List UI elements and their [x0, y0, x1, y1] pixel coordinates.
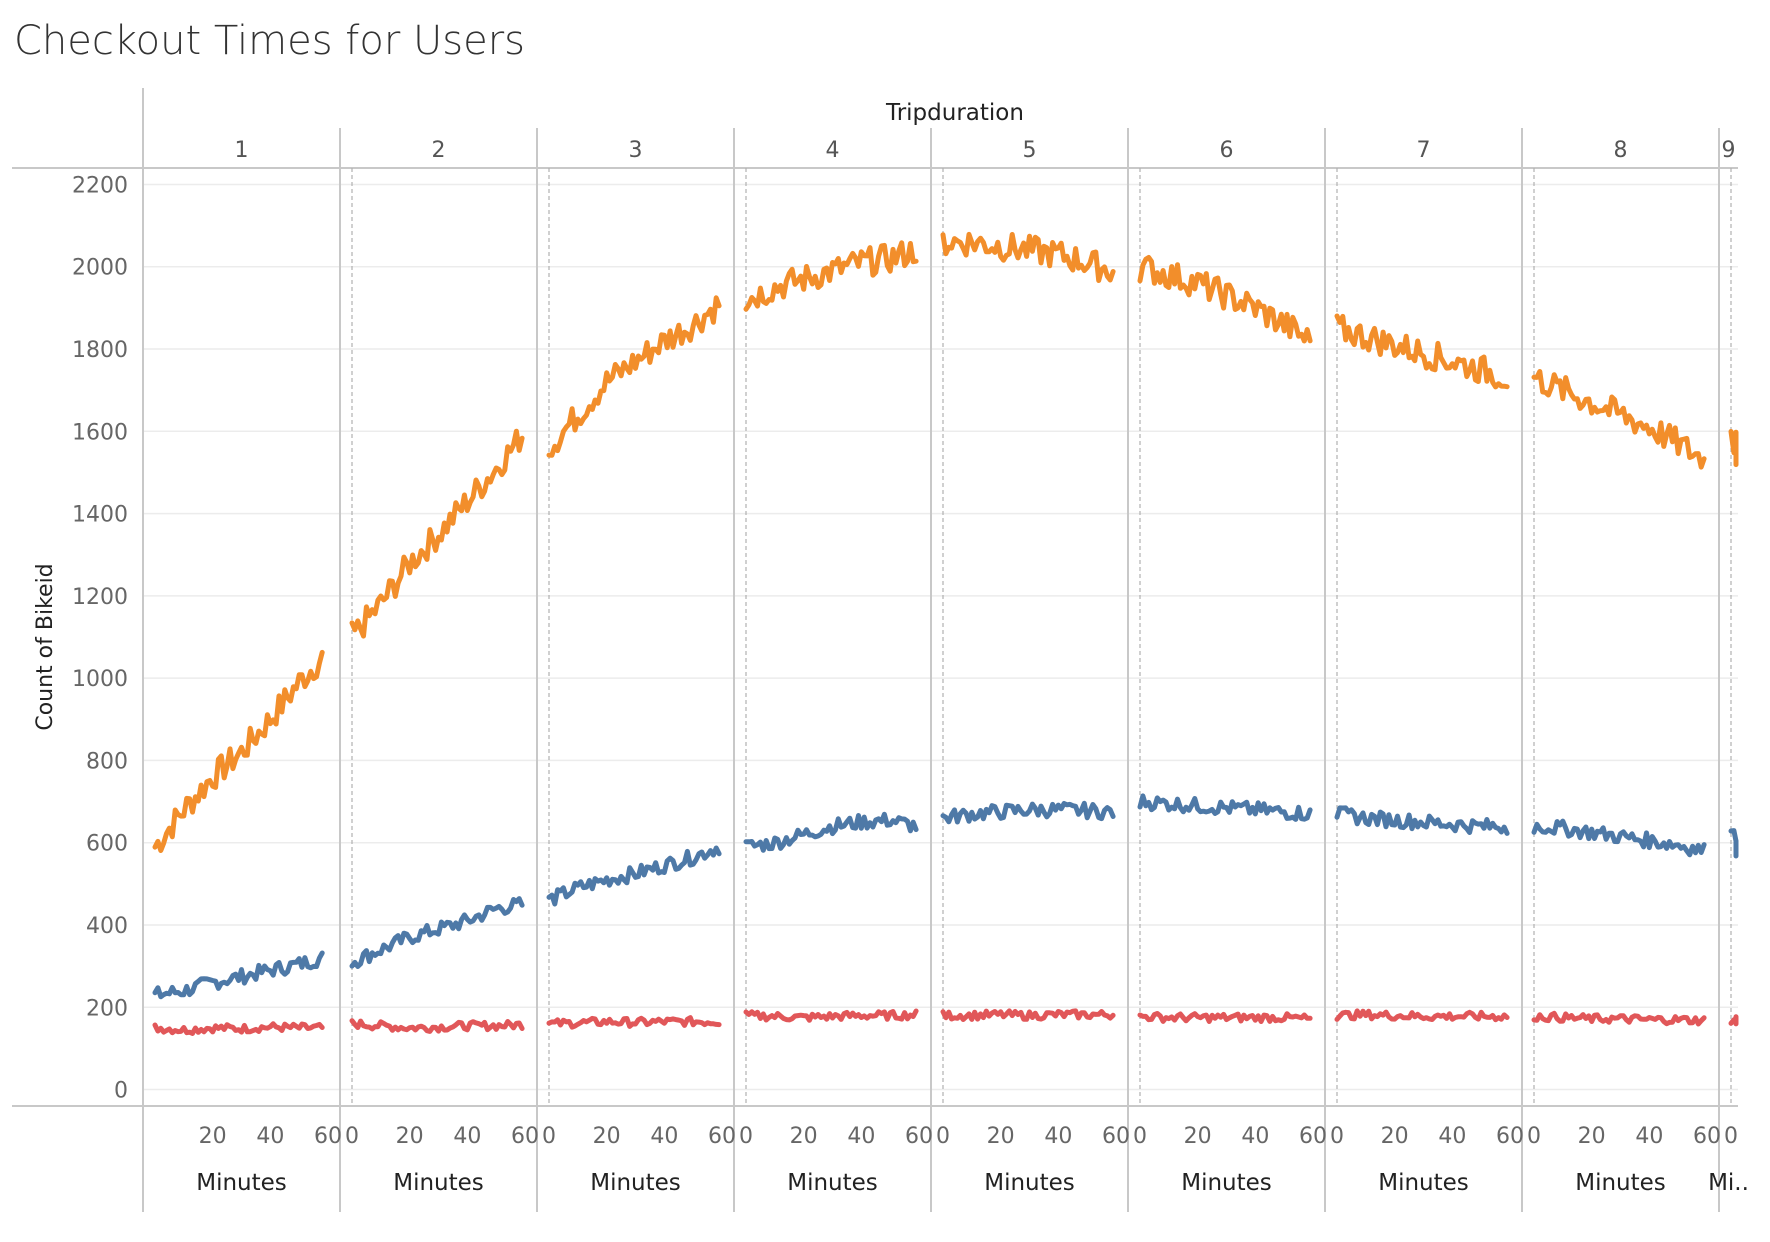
x-tick-label: 60: [511, 1124, 539, 1149]
series-orange-line: [152, 649, 325, 853]
panel-header-label: 8: [1614, 138, 1628, 163]
x-tick-label: 20: [1381, 1124, 1409, 1149]
x-axis-title: Minutes: [1575, 1170, 1666, 1196]
series-red-line: [1728, 1014, 1739, 1027]
series-orange-line: [1334, 313, 1510, 390]
y-tick-label: 2200: [72, 173, 128, 198]
column-headers: 1 2 3 4 5 6 7 8 9: [235, 138, 1736, 163]
chart-frame: [12, 88, 1738, 1212]
x-axis-title: Mi..: [1708, 1170, 1749, 1196]
y-axis-title: Count of Bikeid: [33, 563, 58, 730]
series-blue-line: [1334, 805, 1510, 836]
x-tick-label: 0: [1527, 1124, 1541, 1149]
series-orange-line: [349, 428, 525, 639]
y-tick-label: 1000: [72, 667, 128, 692]
panel-header-label: 3: [629, 138, 643, 163]
x-tick-label: 60: [1693, 1124, 1721, 1149]
series-blue-line: [743, 811, 919, 853]
x-tick-label: 20: [593, 1124, 621, 1149]
series-orange-line: [940, 231, 1116, 283]
column-field-label: Tripduration: [885, 100, 1024, 126]
x-axis: 20 40 60 Minutes 0 20 40 60 Minutes 0 20 40 60 Minute…: [196, 1124, 1749, 1196]
x-tick-label: 60: [1496, 1124, 1524, 1149]
x-tick-label: 20: [1578, 1124, 1606, 1149]
x-tick-label: 0: [1724, 1124, 1738, 1149]
gridlines: [143, 183, 1738, 1091]
series-red-line: [743, 1008, 919, 1023]
panel-header-label: 5: [1023, 138, 1037, 163]
series-orange-line: [546, 295, 722, 458]
x-tick-label: 40: [847, 1124, 875, 1149]
x-tick-label: 60: [708, 1124, 736, 1149]
chart-title: Checkout Times for Users: [14, 18, 526, 64]
panel-header-label: 9: [1722, 138, 1736, 163]
y-tick-label: 200: [86, 996, 128, 1021]
panel-header-label: 7: [1417, 138, 1431, 163]
y-tick-label: 1200: [72, 585, 128, 610]
x-tick-label: 40: [1438, 1124, 1466, 1149]
y-tick-label: 1800: [72, 338, 128, 363]
series-lines: [152, 231, 1739, 1036]
y-tick-label: 800: [86, 749, 128, 774]
y-tick-label: 0: [114, 1079, 128, 1104]
x-axis-title: Minutes: [590, 1170, 681, 1196]
series-red-line: [940, 1008, 1116, 1022]
series-blue-line: [940, 800, 1116, 825]
x-tick-label: 40: [1044, 1124, 1072, 1149]
panel-header-label: 6: [1220, 138, 1234, 163]
x-tick-label: 0: [936, 1124, 950, 1149]
series-blue-line: [1531, 818, 1707, 858]
series-red-line: [1334, 1008, 1510, 1023]
x-tick-label: 40: [453, 1124, 481, 1149]
x-tick-label: 20: [790, 1124, 818, 1149]
x-tick-label: 40: [256, 1124, 284, 1149]
series-red-line: [1137, 1011, 1313, 1024]
x-tick-label: 60: [1299, 1124, 1327, 1149]
series-red-line: [152, 1021, 325, 1036]
x-axis-title: Minutes: [1378, 1170, 1469, 1196]
x-tick-label: 60: [905, 1124, 933, 1149]
y-axis: 0 200 400 600 800 1000 1200 1400 1600 1800 2000 220…: [72, 173, 128, 1103]
series-blue-line: [1728, 828, 1739, 859]
x-tick-label: 20: [987, 1124, 1015, 1149]
x-axis-title: Minutes: [393, 1170, 484, 1196]
series-orange-line: [1137, 255, 1313, 344]
series-red-line: [1531, 1010, 1707, 1027]
x-tick-label: 0: [1330, 1124, 1344, 1149]
x-axis-title: Minutes: [984, 1170, 1075, 1196]
x-tick-label: 60: [314, 1124, 342, 1149]
series-orange-line: [1728, 429, 1739, 468]
x-tick-label: 20: [396, 1124, 424, 1149]
series-orange-line: [1531, 369, 1707, 470]
x-tick-label: 40: [1241, 1124, 1269, 1149]
x-tick-label: 40: [650, 1124, 678, 1149]
panel-header-label: 4: [826, 138, 840, 163]
x-tick-label: 40: [1635, 1124, 1663, 1149]
x-tick-label: 20: [1184, 1124, 1212, 1149]
y-tick-label: 1600: [72, 420, 128, 445]
series-blue-line: [1137, 793, 1313, 822]
x-tick-label: 20: [199, 1124, 227, 1149]
panel-header-label: 2: [432, 138, 446, 163]
series-blue-line: [349, 896, 525, 969]
x-axis-title: Minutes: [196, 1170, 287, 1196]
series-blue-line: [546, 845, 722, 907]
x-tick-label: 0: [739, 1124, 753, 1149]
x-axis-title: Minutes: [787, 1170, 878, 1196]
y-tick-label: 2000: [72, 256, 128, 281]
series-orange-line: [743, 240, 919, 312]
series-red-line: [349, 1018, 525, 1034]
x-axis-title: Minutes: [1181, 1170, 1272, 1196]
x-tick-label: 60: [1102, 1124, 1130, 1149]
y-tick-label: 600: [86, 832, 128, 857]
y-tick-label: 1400: [72, 503, 128, 528]
y-tick-label: 400: [86, 914, 128, 939]
x-tick-label: 0: [1133, 1124, 1147, 1149]
x-tick-label: 0: [345, 1124, 359, 1149]
x-tick-label: 0: [542, 1124, 556, 1149]
series-blue-line: [152, 950, 325, 1000]
panel-header-label: 1: [235, 138, 249, 163]
series-red-line: [546, 1015, 722, 1030]
